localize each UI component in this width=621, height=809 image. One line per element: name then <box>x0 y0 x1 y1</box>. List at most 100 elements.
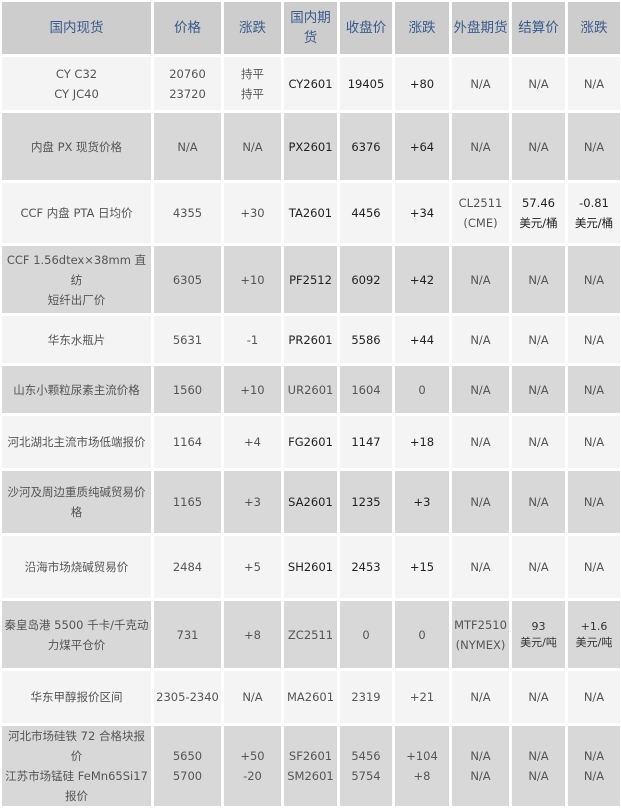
cell-spot-name: CCF 内盘 PTA 日均价 <box>2 183 151 243</box>
header-settle-change: 涨跌 <box>568 2 620 54</box>
cell-close-change: +18 <box>395 416 449 468</box>
cell-settle-change: -0.81 美元/桶 <box>568 183 620 243</box>
cell-spot-name: 山东小颗粒尿素主流价格 <box>2 366 151 413</box>
cell-spot-change: 持平 持平 <box>224 57 281 110</box>
cell-close-price: 2453 <box>340 536 392 598</box>
header-foreign-contract: 外盘期货 <box>452 2 509 54</box>
table-row: 秦皇岛港 5500 千卡/千克动 力煤平仓价 731 +8 ZC2511 0 0 MTF25… <box>2 601 620 668</box>
table-row: 华东甲醇报价区间 2305-2340 N/A MA2601 2319 +21 N/A N/A N… <box>2 671 620 723</box>
cell-settle-change: N/A <box>568 471 620 533</box>
cell-close-change: +44 <box>395 316 449 363</box>
cell-spot-price: 6305 <box>154 246 221 313</box>
cell-close-price: 19405 <box>340 57 392 110</box>
cell-spot-change: +30 <box>224 183 281 243</box>
cell-spot-name: 沙河及周边重质纯碱贸易价格 <box>2 471 151 533</box>
cell-close-price: 6092 <box>340 246 392 313</box>
cell-close-price: 5456 5754 <box>340 726 392 806</box>
cell-foreign-contract: N/A <box>452 113 509 180</box>
cell-spot-name: 河北市场硅铁 72 合格块报价 江苏市场锰硅 FeMn65Si17 报价 <box>2 726 151 806</box>
cell-foreign-contract: N/A N/A <box>452 726 509 806</box>
cell-foreign-contract: CL2511 (CME) <box>452 183 509 243</box>
header-domestic-contract: 国内期货 <box>284 2 337 54</box>
cell-spot-name: CCF 1.56dtex×38mm 直纺 短纤出厂价 <box>2 246 151 313</box>
cell-settle-price: N/A <box>512 471 565 533</box>
cell-close-price: 1604 <box>340 366 392 413</box>
cell-settle-price: N/A <box>512 536 565 598</box>
cell-spot-price: 1164 <box>154 416 221 468</box>
table-row: 河北湖北主流市场低端报价 1164 +4 FG2601 1147 +18 N/A N/A N/A <box>2 416 620 468</box>
header-row: 国内现货 价格 涨跌 国内期货 收盘价 涨跌 外盘期货 结算价 涨跌 <box>2 2 620 54</box>
cell-settle-price: N/A <box>512 113 565 180</box>
cell-settle-price: N/A <box>512 57 565 110</box>
cell-spot-price: N/A <box>154 113 221 180</box>
cell-close-change: +104 +8 <box>395 726 449 806</box>
cell-settle-change: N/A <box>568 316 620 363</box>
cell-settle-change: N/A <box>568 671 620 723</box>
header-settle-price: 结算价 <box>512 2 565 54</box>
cell-close-change: +15 <box>395 536 449 598</box>
cell-settle-price: N/A <box>512 246 565 313</box>
cell-spot-price: 1560 <box>154 366 221 413</box>
cell-settle-price: N/A <box>512 671 565 723</box>
cell-spot-price: 1165 <box>154 471 221 533</box>
cell-spot-price: 4355 <box>154 183 221 243</box>
cell-foreign-contract: MTF2510 (NYMEX) <box>452 601 509 668</box>
cell-domestic-contract: FG2601 <box>284 416 337 468</box>
cell-spot-price: 5631 <box>154 316 221 363</box>
cell-settle-change: N/A N/A <box>568 726 620 806</box>
header-close-price: 收盘价 <box>340 2 392 54</box>
cell-spot-change: N/A <box>224 113 281 180</box>
table-row: 沿海市场烧碱贸易价 2484 +5 SH2601 2453 +15 N/A N/A N/A <box>2 536 620 598</box>
cell-foreign-contract: N/A <box>452 366 509 413</box>
cell-spot-change: N/A <box>224 671 281 723</box>
cell-domestic-contract: TA2601 <box>284 183 337 243</box>
cell-settle-price: N/A <box>512 366 565 413</box>
cell-settle-change: N/A <box>568 113 620 180</box>
cell-settle-price: N/A <box>512 316 565 363</box>
cell-close-price: 1147 <box>340 416 392 468</box>
cell-close-change: +34 <box>395 183 449 243</box>
cell-settle-change: N/A <box>568 57 620 110</box>
cell-domestic-contract: PF2512 <box>284 246 337 313</box>
cell-domestic-contract: UR2601 <box>284 366 337 413</box>
cell-foreign-contract: N/A <box>452 416 509 468</box>
cell-foreign-contract: N/A <box>452 246 509 313</box>
cell-foreign-contract: N/A <box>452 316 509 363</box>
cell-spot-name: 沿海市场烧碱贸易价 <box>2 536 151 598</box>
cell-spot-price: 20760 23720 <box>154 57 221 110</box>
cell-settle-change: +1.6 美元/吨 <box>568 601 620 668</box>
cell-spot-name: 秦皇岛港 5500 千卡/千克动 力煤平仓价 <box>2 601 151 668</box>
table-row: 山东小颗粒尿素主流价格 1560 +10 UR2601 1604 0 N/A N/A N/A <box>2 366 620 413</box>
cell-foreign-contract: N/A <box>452 536 509 598</box>
table-row: CCF 1.56dtex×38mm 直纺 短纤出厂价 6305 +10 PF2512 6… <box>2 246 620 313</box>
cell-spot-change: +50 -20 <box>224 726 281 806</box>
cell-spot-change: +10 <box>224 246 281 313</box>
cell-close-change: +64 <box>395 113 449 180</box>
cell-close-change: +21 <box>395 671 449 723</box>
cell-spot-name: 内盘 PX 现货价格 <box>2 113 151 180</box>
table-row: 河北市场硅铁 72 合格块报价 江苏市场锰硅 FeMn65Si17 报价 5650… <box>2 726 620 806</box>
cell-close-change: 0 <box>395 601 449 668</box>
cell-spot-name: CY C32 CY JC40 <box>2 57 151 110</box>
cell-close-change: +42 <box>395 246 449 313</box>
cell-settle-price: N/A <box>512 416 565 468</box>
table-row: 沙河及周边重质纯碱贸易价格 1165 +3 SA2601 1235 +3 N/A N/A N/A <box>2 471 620 533</box>
cell-spot-name: 河北湖北主流市场低端报价 <box>2 416 151 468</box>
cell-spot-change: +10 <box>224 366 281 413</box>
header-spot-price: 价格 <box>154 2 221 54</box>
cell-foreign-contract: N/A <box>452 671 509 723</box>
cell-close-change: +3 <box>395 471 449 533</box>
cell-domestic-contract: CY2601 <box>284 57 337 110</box>
cell-settle-price: 93 美元/吨 <box>512 601 565 668</box>
table-row: CY C32 CY JC40 20760 23720 持平 持平 CY2601 1940… <box>2 57 620 110</box>
cell-settle-price: N/A N/A <box>512 726 565 806</box>
cell-domestic-contract: SH2601 <box>284 536 337 598</box>
cell-spot-price: 2484 <box>154 536 221 598</box>
cell-settle-change: N/A <box>568 536 620 598</box>
cell-close-price: 0 <box>340 601 392 668</box>
table-row: CCF 内盘 PTA 日均价 4355 +30 TA2601 4456 +34 CL2511… <box>2 183 620 243</box>
header-spot-change: 涨跌 <box>224 2 281 54</box>
cell-close-price: 4456 <box>340 183 392 243</box>
cell-spot-change: +8 <box>224 601 281 668</box>
